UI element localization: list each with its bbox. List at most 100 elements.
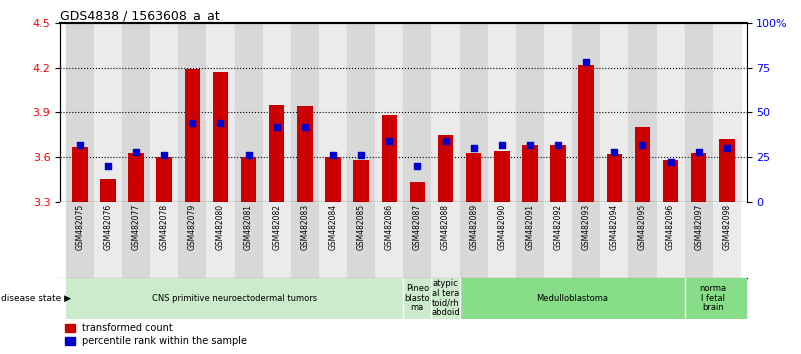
Text: GSM482086: GSM482086: [384, 204, 394, 250]
Bar: [269, 105, 284, 202]
Bar: [628, 23, 657, 202]
Point: [299, 124, 312, 130]
Text: GSM482081: GSM482081: [244, 204, 253, 250]
Bar: [319, 202, 347, 278]
Bar: [179, 23, 207, 202]
Point: [552, 142, 565, 147]
Bar: [94, 23, 122, 202]
Bar: [494, 151, 509, 202]
Text: GSM482089: GSM482089: [469, 204, 478, 250]
Bar: [432, 202, 460, 278]
Text: GSM482092: GSM482092: [553, 204, 562, 250]
Text: GSM482083: GSM482083: [300, 204, 309, 250]
Bar: [691, 153, 706, 202]
Point: [439, 138, 452, 144]
Bar: [600, 23, 628, 202]
Text: GSM482082: GSM482082: [272, 204, 281, 250]
Bar: [184, 69, 200, 202]
Point: [495, 142, 508, 147]
Bar: [432, 23, 460, 202]
Point: [327, 153, 340, 158]
Bar: [375, 202, 403, 278]
Text: atypic
al tera
toid/rh
abdoid: atypic al tera toid/rh abdoid: [431, 279, 460, 317]
Text: GSM482096: GSM482096: [666, 204, 675, 250]
Text: GSM482085: GSM482085: [356, 204, 365, 250]
Point: [411, 163, 424, 169]
Bar: [150, 202, 179, 278]
Text: GSM482090: GSM482090: [497, 204, 506, 250]
Point: [692, 149, 705, 155]
Bar: [572, 202, 600, 278]
Text: GSM482078: GSM482078: [159, 204, 169, 250]
Bar: [606, 154, 622, 202]
Point: [186, 120, 199, 126]
Bar: [460, 278, 761, 319]
Bar: [207, 23, 235, 202]
Point: [636, 142, 649, 147]
Point: [270, 124, 283, 130]
Text: GSM482097: GSM482097: [694, 204, 703, 250]
Text: disease state ▶: disease state ▶: [1, 294, 70, 303]
Bar: [325, 157, 340, 202]
Bar: [488, 23, 516, 202]
Bar: [347, 23, 375, 202]
Bar: [263, 202, 291, 278]
Text: GSM482095: GSM482095: [638, 204, 647, 250]
Bar: [122, 202, 150, 278]
Bar: [657, 202, 685, 278]
Text: GSM482077: GSM482077: [131, 204, 140, 250]
Bar: [213, 72, 228, 202]
Bar: [375, 23, 403, 202]
Point: [214, 120, 227, 126]
Text: GSM482076: GSM482076: [103, 204, 112, 250]
Bar: [544, 23, 572, 202]
Bar: [663, 160, 678, 202]
Bar: [235, 23, 263, 202]
Bar: [128, 153, 143, 202]
Bar: [460, 202, 488, 278]
Text: GSM482098: GSM482098: [723, 204, 731, 250]
Bar: [409, 182, 425, 202]
Text: Pineo
blasto
ma: Pineo blasto ma: [405, 284, 430, 313]
Point: [383, 138, 396, 144]
Bar: [657, 23, 685, 202]
Bar: [466, 153, 481, 202]
Bar: [263, 23, 291, 202]
Bar: [488, 202, 516, 278]
Text: GSM482088: GSM482088: [441, 204, 450, 250]
Text: CNS primitive neuroectodermal tumors: CNS primitive neuroectodermal tumors: [152, 294, 317, 303]
Bar: [713, 23, 741, 202]
Point: [74, 142, 87, 147]
Bar: [353, 160, 368, 202]
Bar: [522, 145, 537, 202]
Bar: [235, 202, 263, 278]
Bar: [403, 202, 432, 278]
Point: [102, 163, 115, 169]
Text: GSM482079: GSM482079: [187, 204, 197, 250]
Bar: [66, 23, 94, 202]
Bar: [685, 202, 713, 278]
Bar: [719, 139, 735, 202]
Point: [608, 149, 621, 155]
Text: GSM482094: GSM482094: [610, 204, 619, 250]
Point: [720, 145, 733, 151]
Text: GDS4838 / 1563608_a_at: GDS4838 / 1563608_a_at: [60, 9, 219, 22]
Bar: [550, 145, 566, 202]
Bar: [241, 157, 256, 202]
Bar: [319, 23, 347, 202]
Bar: [460, 23, 488, 202]
Point: [467, 145, 480, 151]
Bar: [381, 115, 397, 202]
Bar: [179, 202, 207, 278]
Bar: [634, 127, 650, 202]
Point: [158, 153, 171, 158]
Bar: [291, 23, 319, 202]
Text: GSM482093: GSM482093: [582, 204, 590, 250]
Bar: [72, 147, 87, 202]
Bar: [516, 202, 544, 278]
Bar: [291, 202, 319, 278]
Text: GSM482075: GSM482075: [75, 204, 84, 250]
Bar: [94, 202, 122, 278]
Text: GSM482087: GSM482087: [413, 204, 422, 250]
Bar: [100, 179, 115, 202]
